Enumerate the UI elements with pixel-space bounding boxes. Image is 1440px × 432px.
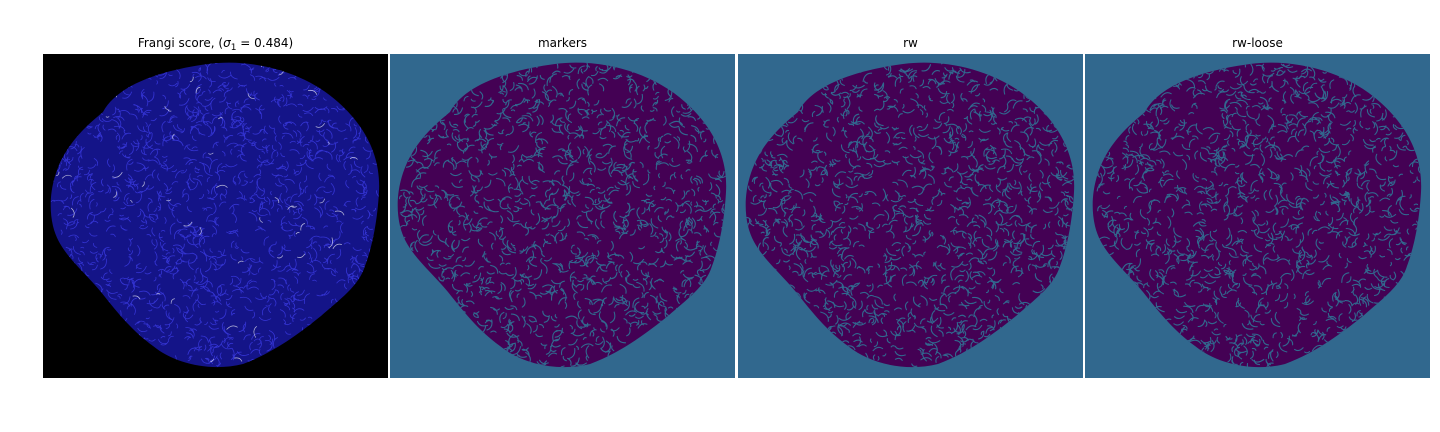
markers-image — [390, 54, 735, 378]
panel-markers-image — [390, 54, 735, 378]
panel-rw-image — [738, 54, 1083, 378]
panel-title-markers: markers — [537, 36, 588, 50]
panel-frangi-image — [43, 54, 388, 378]
frangi-image — [43, 54, 388, 378]
frangi-title-prefix: Frangi score, ( — [137, 36, 224, 50]
panel-title-rw-loose: rw-loose — [1232, 36, 1283, 50]
panel-title-frangi: Frangi score, (σ1 = 0.484) — [43, 36, 388, 55]
rw-loose-image — [1085, 54, 1430, 378]
panel-title-rw: rw — [903, 36, 918, 50]
rw-image — [738, 54, 1083, 378]
frangi-title-suffix: = 0.484) — [236, 36, 294, 50]
sigma-subscript: 1 — [230, 43, 237, 53]
sigma-symbol: σ — [223, 36, 231, 50]
panel-rw-loose-image — [1085, 54, 1430, 378]
